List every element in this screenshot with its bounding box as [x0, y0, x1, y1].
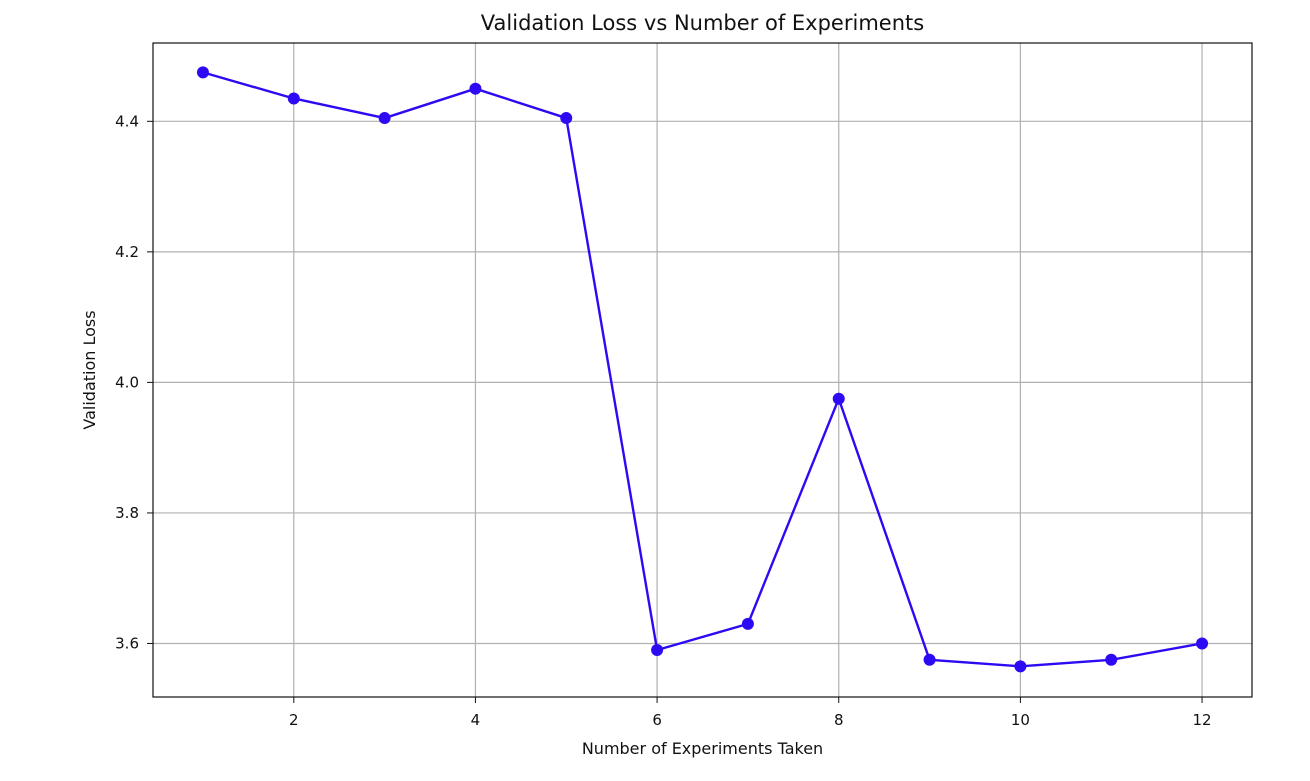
series-line	[201, 71, 1204, 668]
data-point-3	[378, 112, 391, 125]
data-point-1	[196, 66, 209, 79]
series-layer	[196, 66, 1209, 673]
chart-title: Validation Loss vs Number of Experiments	[481, 11, 924, 35]
y-tick-label: 3.6	[115, 634, 139, 652]
x-tick-label: 10	[1011, 711, 1030, 729]
x-tick-label: 2	[289, 711, 299, 729]
x-tick-label: 12	[1192, 711, 1211, 729]
y-tick-label: 4.0	[115, 373, 139, 391]
data-point-6	[651, 644, 664, 657]
x-tick-label: 8	[834, 711, 844, 729]
y-tick-label: 4.4	[115, 112, 139, 130]
data-point-11	[1105, 653, 1118, 666]
data-point-2	[287, 92, 300, 105]
y-tick-label: 3.8	[115, 504, 139, 522]
y-axis-label: Validation Loss	[80, 310, 99, 429]
data-point-5	[560, 112, 573, 125]
grid-layer	[153, 43, 1252, 697]
data-point-10	[1014, 660, 1027, 673]
data-point-7	[741, 617, 754, 630]
data-point-12	[1196, 637, 1209, 650]
x-tick-label: 6	[652, 711, 662, 729]
data-point-9	[923, 653, 936, 666]
x-axis-label: Number of Experiments Taken	[582, 739, 823, 758]
plot-frame	[152, 42, 1253, 698]
data-point-8	[832, 392, 845, 405]
x-tick-label: 4	[471, 711, 481, 729]
data-point-4	[469, 82, 482, 95]
ticks-layer: 2 4 6 8 10 12 3.6 3.8 4.0 4.2 4.4	[115, 112, 1211, 729]
y-tick-label: 4.2	[115, 243, 139, 261]
